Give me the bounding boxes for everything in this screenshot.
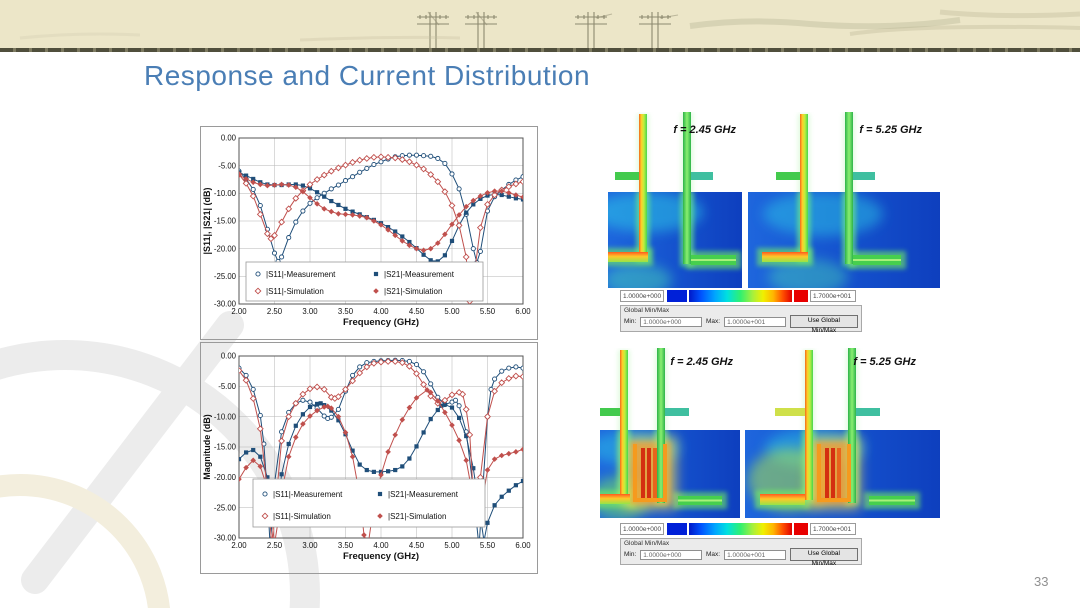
color-scale-row2: 1.0000e+000 1.7000e+001 (620, 522, 856, 536)
svg-text:-5.00: -5.00 (218, 161, 236, 170)
chart-s-parameters-top: 2.00 2.50 3.00 3.50 4.00 4.50 5.00 5.50 6.00 0.00… (200, 126, 538, 340)
svg-text:5.50: 5.50 (480, 541, 496, 550)
scale-min-swatch (667, 290, 687, 302)
svg-text:Frequency (GHz): Frequency (GHz) (343, 317, 419, 328)
svg-text:3.50: 3.50 (338, 541, 354, 550)
svg-text:|S21|-Simulation: |S21|-Simulation (388, 512, 446, 521)
current-distribution-image-row1-2g45: f = 2.45 GHz (608, 112, 742, 288)
scale-min-swatch (667, 523, 687, 535)
max-label: Max: (705, 551, 721, 558)
svg-text:-15.00: -15.00 (214, 217, 237, 226)
frequency-label: f = 2.45 GHz (670, 356, 733, 368)
svg-text:Frequency (GHz): Frequency (GHz) (343, 551, 419, 562)
svg-text:3.00: 3.00 (302, 307, 318, 316)
svg-text:4.00: 4.00 (373, 541, 389, 550)
chart-s-parameters-bottom: 2.00 2.50 3.00 3.50 4.00 4.50 5.00 5.50 6.00 0.00… (200, 342, 538, 574)
svg-text:-25.00: -25.00 (214, 272, 237, 281)
frequency-label: f = 5.25 GHz (853, 356, 916, 368)
use-global-minmax-button: Use Global Min/Max (789, 315, 858, 334)
svg-text:4.50: 4.50 (409, 307, 425, 316)
svg-text:Magnitude (dB): Magnitude (dB) (202, 414, 212, 480)
panel-title: Global Min/Max (624, 540, 670, 547)
svg-text:4.00: 4.00 (373, 307, 389, 316)
header-band (0, 0, 1080, 48)
global-minmax-panel-row2: Global Min/Max Min: 1.0000e+000 Max: 1.0… (620, 538, 862, 567)
svg-text:5.00: 5.00 (444, 541, 460, 550)
svg-text:4.50: 4.50 (409, 541, 425, 550)
svg-text:5.00: 5.00 (444, 307, 460, 316)
current-distribution-image-row1-5g25: f = 5.25 GHz (748, 112, 940, 288)
svg-text:2.50: 2.50 (267, 541, 283, 550)
color-scale-row1: 1.0000e+000 1.7000e+001 (620, 289, 856, 303)
max-field: 1.0000e+001 (724, 316, 786, 327)
scale-gradient (689, 290, 792, 302)
svg-text:2.50: 2.50 (267, 307, 283, 316)
svg-text:|S11|-Measurement: |S11|-Measurement (266, 270, 336, 279)
scale-max-value: 1.7000e+001 (810, 523, 856, 535)
scale-gradient (689, 523, 792, 535)
svg-text:-20.00: -20.00 (214, 244, 237, 253)
svg-text:-30.00: -30.00 (214, 300, 237, 309)
svg-text:3.50: 3.50 (338, 307, 354, 316)
svg-text:2.00: 2.00 (231, 307, 247, 316)
frequency-label: f = 2.45 GHz (673, 124, 736, 136)
scale-min-value: 1.0000e+000 (620, 523, 664, 535)
svg-text:|S21|-Simulation: |S21|-Simulation (384, 287, 442, 296)
min-label: Min: (624, 318, 637, 325)
svg-text:-20.00: -20.00 (214, 473, 237, 482)
scale-max-value: 1.7000e+001 (810, 290, 856, 302)
page-number: 33 (1034, 574, 1049, 589)
max-field: 1.0000e+001 (724, 549, 786, 560)
svg-text:3.00: 3.00 (302, 541, 318, 550)
svg-text:6.00: 6.00 (515, 541, 531, 550)
panel-title: Global Min/Max (624, 307, 670, 314)
frequency-label: f = 5.25 GHz (859, 124, 922, 136)
current-distribution-image-row2-5g25: f = 5.25 GHz (745, 348, 940, 518)
svg-text:6.00: 6.00 (515, 307, 531, 316)
scale-min-value: 1.0000e+000 (620, 290, 664, 302)
header-band-edge (0, 48, 1080, 52)
global-minmax-panel-row1: Global Min/Max Min: 1.0000e+000 Max: 1.0… (620, 305, 862, 334)
svg-text:-5.00: -5.00 (218, 382, 236, 391)
svg-text:-10.00: -10.00 (214, 189, 237, 198)
svg-text:-25.00: -25.00 (214, 503, 237, 512)
min-field: 1.0000e+000 (640, 316, 702, 327)
svg-text:-30.00: -30.00 (214, 534, 237, 543)
svg-text:5.50: 5.50 (480, 307, 496, 316)
use-global-minmax-button: Use Global Min/Max (789, 548, 858, 567)
min-field: 1.0000e+000 (640, 549, 702, 560)
svg-text:|S11|-Measurement: |S11|-Measurement (273, 490, 343, 499)
scale-max-swatch (794, 290, 808, 302)
min-label: Min: (624, 551, 637, 558)
svg-text:|S21|-Measurement: |S21|-Measurement (384, 270, 455, 279)
svg-text:-15.00: -15.00 (214, 443, 237, 452)
svg-text:-10.00: -10.00 (214, 412, 237, 421)
slide-title: Response and Current Distribution (144, 60, 591, 91)
svg-text:|S11|-Simulation: |S11|-Simulation (266, 287, 324, 296)
svg-text:|S11|, |S21| (dB): |S11|, |S21| (dB) (202, 187, 212, 254)
telegraph-pole-sketch (19, 9, 1080, 48)
svg-text:2.00: 2.00 (231, 541, 247, 550)
svg-text:0.00: 0.00 (221, 352, 237, 361)
svg-text:|S21|-Measurement: |S21|-Measurement (388, 490, 459, 499)
svg-text:|S11|-Simulation: |S11|-Simulation (273, 512, 331, 521)
current-distribution-image-row2-2g45: f = 2.45 GHz (600, 348, 740, 518)
svg-text:0.00: 0.00 (221, 134, 237, 143)
watermark-logo (0, 311, 320, 608)
scale-max-swatch (794, 523, 808, 535)
max-label: Max: (705, 318, 721, 325)
